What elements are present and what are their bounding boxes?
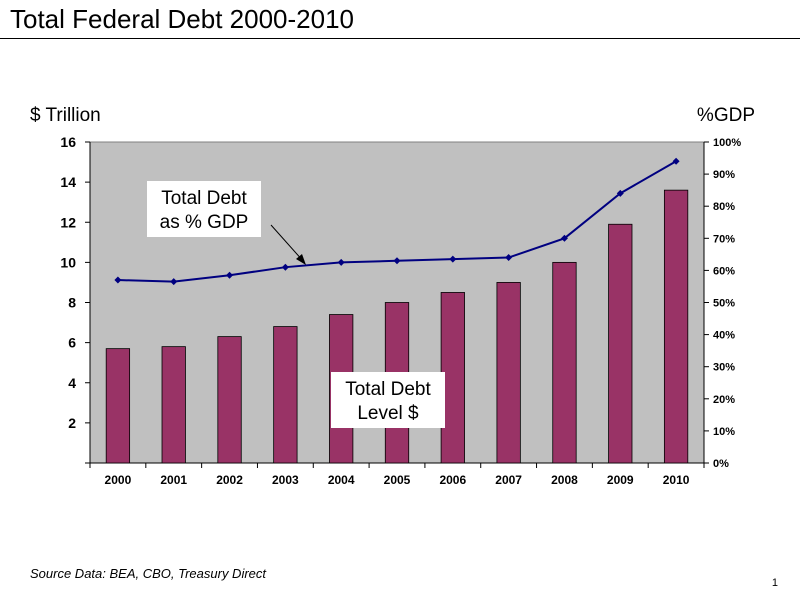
source-note: Source Data: BEA, CBO, Treasury Direct <box>30 566 266 581</box>
gdp-percent-point <box>616 189 624 197</box>
right-tick-label: 40% <box>713 330 735 342</box>
right-tick-label: 90% <box>713 169 735 181</box>
gdp-percent-point <box>672 157 680 165</box>
left-tick-label: 10 <box>60 254 76 270</box>
annotation-level-text: Level $ <box>357 403 419 424</box>
gdp-percent-point <box>281 263 289 271</box>
gdp-percent-point <box>226 271 234 279</box>
right-tick-label: 0% <box>713 458 729 470</box>
annotation-box-gdp <box>147 181 261 237</box>
left-tick-label: 8 <box>68 295 76 311</box>
right-tick-label: 80% <box>713 201 735 213</box>
x-tick-label: 2010 <box>663 473 690 487</box>
right-tick-label: 60% <box>713 265 735 277</box>
x-tick-label: 2003 <box>272 473 299 487</box>
gdp-percent-point <box>337 258 345 266</box>
annotation-level-text: Total Debt <box>345 379 431 400</box>
slide-title: Total Federal Debt 2000-2010 <box>10 4 355 34</box>
debt-bar <box>496 282 521 464</box>
annotation-gdp-text: Total Debt <box>161 188 247 209</box>
left-tick-label: 16 <box>60 134 76 150</box>
gdp-percent-point <box>505 254 513 262</box>
x-tick-label: 2006 <box>439 473 466 487</box>
right-tick-label: 100% <box>713 137 741 149</box>
gdp-percent-point <box>114 276 122 284</box>
right-axis-unit: %GDP <box>696 105 755 126</box>
gdp-percent-point <box>170 278 178 286</box>
page-number: 1 <box>771 577 778 589</box>
gdp-percent-point <box>393 257 401 265</box>
x-tick-label: 2005 <box>384 473 411 487</box>
left-tick-label: 12 <box>60 214 76 230</box>
right-tick-label: 10% <box>713 426 735 438</box>
debt-bar <box>608 223 633 464</box>
title-divider <box>0 38 800 39</box>
gdp-percent-point <box>449 255 457 263</box>
right-tick-label: 70% <box>713 233 735 245</box>
x-tick-label: 2007 <box>495 473 522 487</box>
x-tick-label: 2009 <box>607 473 634 487</box>
annotation-box-level <box>331 372 445 428</box>
x-tick-label: 2001 <box>160 473 187 487</box>
x-tick-label: 2002 <box>216 473 243 487</box>
right-tick-label: 20% <box>713 394 735 406</box>
x-tick-label: 2000 <box>105 473 132 487</box>
debt-bar <box>217 336 242 464</box>
gdp-percent-point <box>560 234 568 242</box>
debt-bar <box>105 348 131 464</box>
debt-bar <box>161 346 186 464</box>
annotation-gdp-text: as % GDP <box>160 212 249 233</box>
left-tick-label: 2 <box>68 415 76 431</box>
x-tick-label: 2004 <box>328 473 355 487</box>
annotation-arrowhead <box>296 254 306 265</box>
debt-bar <box>273 326 298 464</box>
left-tick-label: 14 <box>60 174 76 190</box>
annotation-arrow <box>270 224 305 263</box>
debt-bar <box>663 189 689 464</box>
left-tick-label: 6 <box>68 335 76 351</box>
right-tick-label: 50% <box>713 298 735 310</box>
x-tick-label: 2008 <box>551 473 578 487</box>
debt-bar <box>552 261 577 464</box>
left-axis-unit: $ Trillion <box>30 105 101 126</box>
right-tick-label: 30% <box>713 362 735 374</box>
left-tick-label: 4 <box>68 375 76 391</box>
